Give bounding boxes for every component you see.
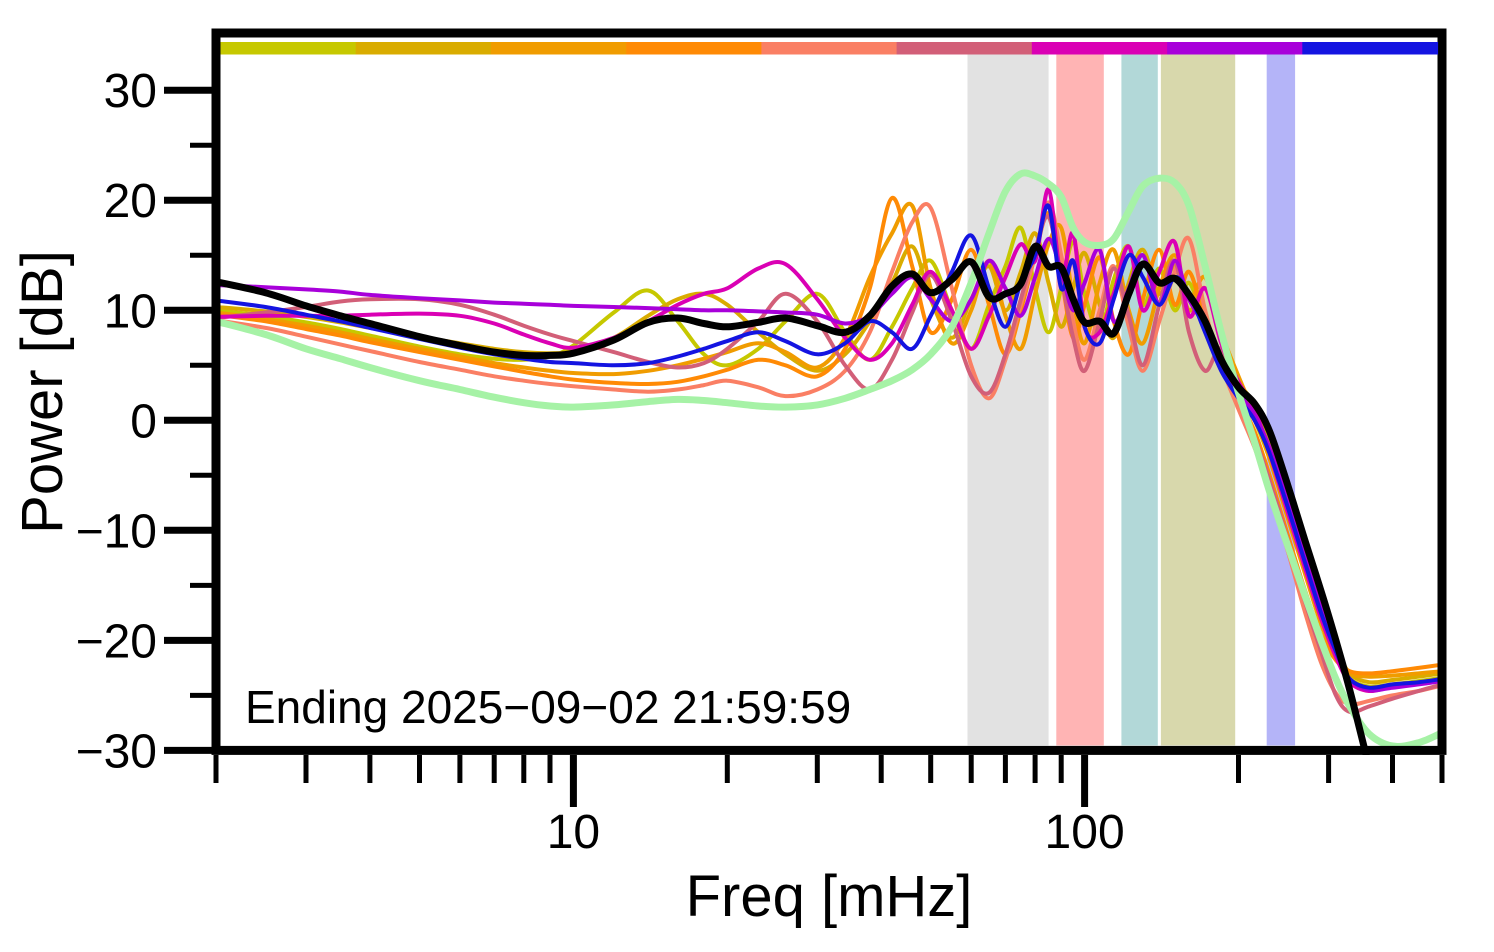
band-gray — [967, 54, 1049, 746]
time-segment-colorbar — [220, 42, 1439, 55]
colorbar-segment — [220, 42, 357, 55]
band-teal — [1121, 54, 1158, 746]
axis-ticks — [164, 86, 1445, 807]
series-reference — [220, 169, 1438, 750]
y-tick-label: 20 — [104, 175, 157, 228]
series-mean — [220, 242, 1370, 755]
colorbar-segment — [355, 42, 492, 55]
ending-timestamp: Ending 2025−09−02 21:59:59 — [245, 681, 851, 733]
frequency-bands — [967, 54, 1296, 746]
axes-frame — [211, 28, 1447, 755]
colorbar-segment — [1302, 42, 1439, 55]
y-tick-label: 10 — [104, 285, 157, 338]
x-tick-label: 100 — [1045, 806, 1125, 859]
band-pink — [1056, 54, 1104, 746]
colorbar-segment — [1167, 42, 1303, 55]
y-tick-label: −30 — [76, 725, 157, 778]
y-tick-label: −20 — [76, 615, 157, 668]
series-segment-9 — [220, 203, 1438, 690]
x-tick-label: 10 — [547, 806, 600, 859]
y-tick-label: 0 — [130, 395, 157, 448]
y-axis-title: Power [dB] — [10, 250, 75, 534]
colorbar-segment — [1031, 42, 1168, 55]
y-tick-label: −10 — [76, 505, 157, 558]
colorbar-segment — [490, 42, 627, 55]
band-periwinkle — [1266, 54, 1296, 746]
y-tick-label: 30 — [104, 65, 157, 118]
colorbar-segment — [761, 42, 898, 55]
colorbar-segment — [626, 42, 762, 55]
colorbar-segment — [896, 42, 1033, 55]
series-segment-4 — [220, 195, 1438, 676]
spectra-curves — [220, 169, 1438, 755]
band-olive — [1160, 54, 1236, 746]
x-axis-title: Freq [mHz] — [686, 864, 973, 929]
